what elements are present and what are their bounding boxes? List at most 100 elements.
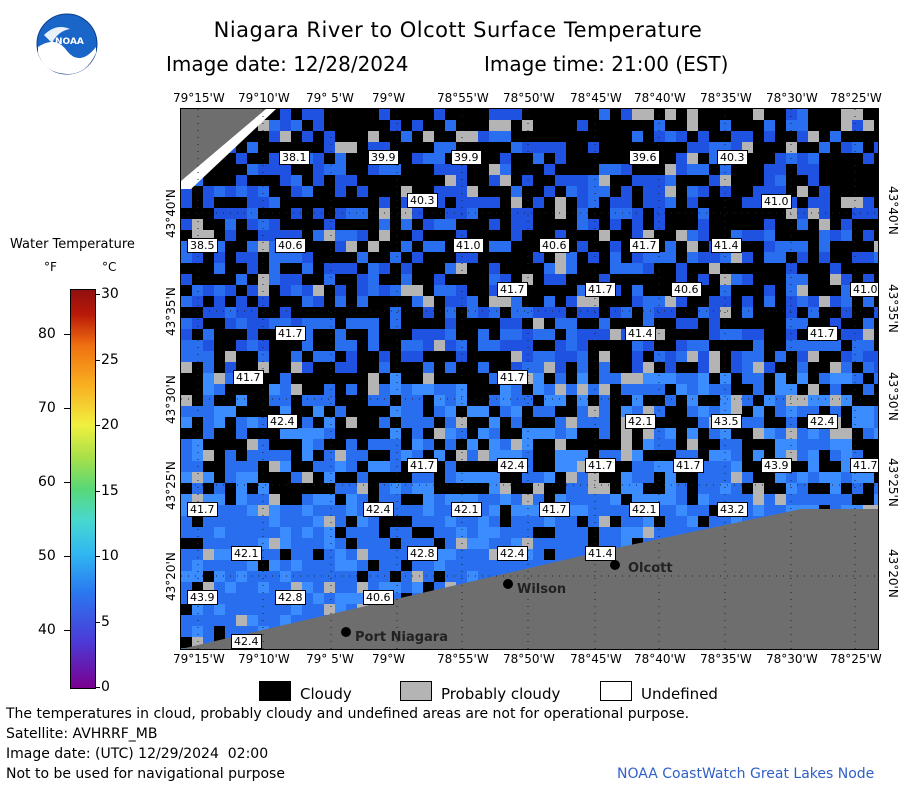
water-cell [720, 428, 731, 439]
water-cell [357, 593, 368, 604]
cloud-cell [698, 197, 709, 208]
water-cell [566, 296, 577, 307]
cloud-cell [478, 208, 489, 219]
water-cell [698, 494, 709, 505]
cloud-cell [610, 483, 621, 494]
cloud-cell [302, 219, 313, 230]
water-cell [313, 120, 324, 131]
cloud-cell [830, 351, 841, 362]
water-cell [203, 285, 214, 296]
cloud-cell [214, 175, 225, 186]
cloud-cell [192, 186, 203, 197]
cloud-cell [390, 142, 401, 153]
cloud-cell [588, 153, 599, 164]
water-cell [588, 329, 599, 340]
cloud-cell [280, 197, 291, 208]
water-cell [203, 197, 214, 208]
cloud-cell [214, 395, 225, 406]
cloud-cell [775, 318, 786, 329]
probably-cloudy-cell [555, 263, 566, 274]
water-cell [456, 472, 467, 483]
cloud-cell [676, 406, 687, 417]
cloud-cell [500, 186, 511, 197]
water-cell [401, 263, 412, 274]
probably-cloudy-cell [753, 362, 764, 373]
cloud-cell [731, 164, 742, 175]
probably-cloudy-cell [423, 373, 434, 384]
cloud-cell [467, 428, 478, 439]
probably-cloudy-cell [753, 494, 764, 505]
temperature-label: 41.7 [673, 458, 704, 473]
cloud-cell [423, 395, 434, 406]
water-cell [720, 186, 731, 197]
latitude-tick: 43°35'N [886, 284, 900, 333]
cloud-cell [247, 428, 258, 439]
cloud-cell [753, 208, 764, 219]
cloud-cell [434, 131, 445, 142]
satellite-text: Satellite: AVHRRF_MB [6, 726, 158, 742]
cloud-cell [676, 417, 687, 428]
water-cell [621, 406, 632, 417]
cloud-cell [192, 208, 203, 219]
water-cell [654, 208, 665, 219]
cloud-cell [445, 230, 456, 241]
water-cell [753, 186, 764, 197]
cloud-cell [192, 516, 203, 527]
water-cell [577, 307, 588, 318]
water-cell [346, 494, 357, 505]
probably-cloudy-cell [258, 120, 269, 131]
cloud-cell [819, 263, 830, 274]
water-cell [192, 252, 203, 263]
cloud-cell [566, 274, 577, 285]
cloud-cell [687, 417, 698, 428]
cloud-cell [566, 373, 577, 384]
cloud-cell [698, 428, 709, 439]
cloud-cell [731, 428, 742, 439]
water-cell [874, 428, 878, 439]
cloud-cell [335, 439, 346, 450]
temperature-label: 42.1 [629, 502, 660, 517]
water-cell [863, 351, 874, 362]
water-cell [698, 362, 709, 373]
cloud-cell [236, 351, 247, 362]
probably-cloudy-cell [357, 549, 368, 560]
probably-cloudy-cell [852, 109, 863, 120]
cloud-cell [335, 197, 346, 208]
water-cell [192, 296, 203, 307]
cloud-cell [874, 219, 878, 230]
cloud-cell [643, 483, 654, 494]
cloud-cell [247, 362, 258, 373]
cloud-cell [401, 362, 412, 373]
water-cell [577, 120, 588, 131]
water-cell [280, 307, 291, 318]
cloud-cell [588, 131, 599, 142]
cloud-cell [720, 131, 731, 142]
cloud-cell [610, 318, 621, 329]
cloud-cell [775, 230, 786, 241]
cloud-cell [456, 439, 467, 450]
cloud-cell [665, 219, 676, 230]
water-cell [874, 307, 878, 318]
cloud-cell [698, 153, 709, 164]
cloud-cell [544, 461, 555, 472]
cloud-cell [511, 483, 522, 494]
water-cell [313, 164, 324, 175]
cloud-cell [445, 241, 456, 252]
cloud-cell [775, 120, 786, 131]
cloud-cell [610, 175, 621, 186]
cloud-cell [621, 494, 632, 505]
cloud-cell [214, 329, 225, 340]
probably-cloudy-cell [610, 329, 621, 340]
water-cell [522, 208, 533, 219]
cloud-cell [522, 285, 533, 296]
cloud-cell [874, 153, 878, 164]
image-time: Image time: 21:00 (EST) [484, 52, 729, 76]
cloud-cell [775, 109, 786, 120]
water-cell [808, 450, 819, 461]
cloud-cell [478, 186, 489, 197]
cloud-cell [676, 307, 687, 318]
cloud-cell [489, 329, 500, 340]
cloud-cell [830, 461, 841, 472]
probably-cloudy-cell [555, 197, 566, 208]
colorbar-unit-c: °C [102, 260, 117, 274]
